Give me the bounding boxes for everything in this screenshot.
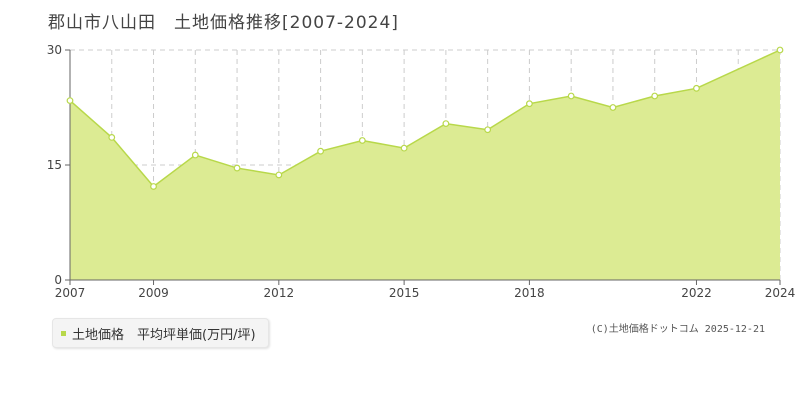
copyright-text: (C)土地価格ドットコム 2025-12-21: [590, 324, 765, 335]
legend: 土地価格 平均坪単価(万円/坪): [52, 318, 269, 348]
data-point: [693, 84, 700, 92]
series-area: [70, 50, 780, 280]
data-point: [358, 137, 366, 144]
x-tick-label: 2009: [138, 286, 169, 300]
data-point: [233, 164, 241, 172]
data-point: [609, 104, 617, 111]
data-point: [442, 120, 450, 127]
y-tick-label: 15: [47, 158, 62, 172]
data-point: [150, 183, 157, 190]
data-point: [317, 147, 324, 155]
chart-title: 郡山市八山田 土地価格推移[2007-2024]: [48, 13, 399, 33]
axis-layer: [65, 49, 781, 285]
area-layer: [69, 49, 781, 280]
data-point: [567, 92, 575, 100]
legend-swatch: [61, 330, 66, 336]
data-point: [108, 133, 116, 141]
data-point: [400, 144, 408, 152]
data-point: [191, 151, 199, 159]
legend-label: 土地価格 平均坪単価(万円/坪): [72, 327, 256, 343]
marker-layer: [66, 46, 784, 190]
data-point: [66, 97, 74, 104]
data-point: [776, 46, 784, 54]
x-tick-label: 2022: [681, 286, 712, 300]
label-layer: 0 15 30 2007 2009 2012 2015 2018 2022 2024: [47, 43, 796, 300]
x-tick-label: 2015: [389, 286, 420, 300]
x-tick-label: 2024: [765, 286, 796, 300]
y-tick-label: 0: [54, 273, 62, 287]
data-point: [651, 92, 659, 100]
data-point: [526, 100, 533, 108]
x-tick-label: 2012: [264, 286, 295, 300]
x-tick-label: 2007: [55, 286, 86, 300]
data-point: [484, 126, 492, 134]
y-tick-label: 30: [47, 43, 62, 57]
x-tick-label: 2018: [514, 286, 545, 300]
data-point: [275, 171, 283, 179]
